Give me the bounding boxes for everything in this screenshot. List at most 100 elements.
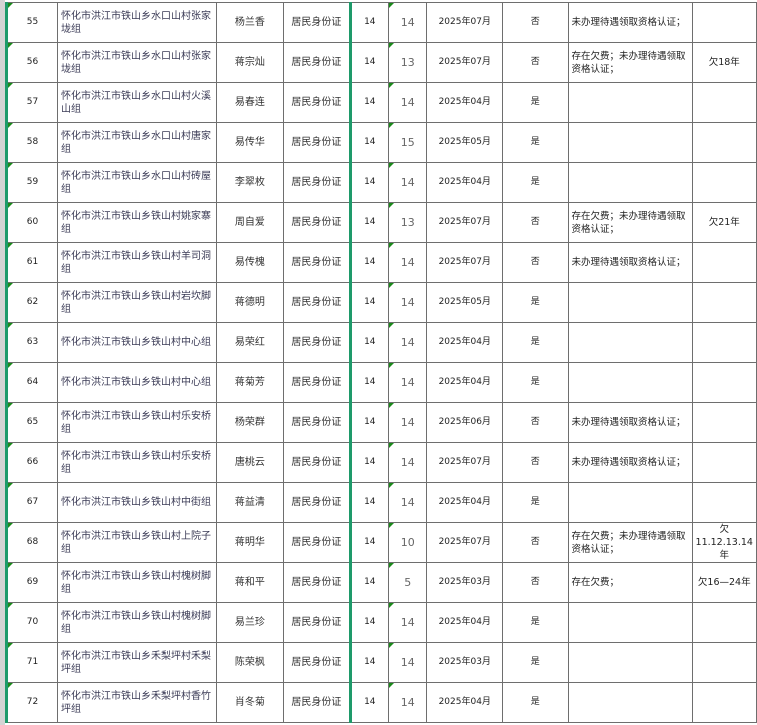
- cell-count[interactable]: 14: [348, 682, 390, 723]
- cell-value[interactable]: 15: [387, 122, 428, 163]
- cell-name[interactable]: 周自爱: [215, 202, 285, 243]
- cell-count[interactable]: 14: [348, 402, 390, 443]
- cell-index[interactable]: 71: [4, 642, 59, 683]
- cell-address[interactable]: 怀化市洪江市铁山乡水口山村火溪山组: [57, 82, 217, 123]
- cell-index[interactable]: 66: [4, 442, 59, 483]
- cell-count[interactable]: 14: [348, 642, 390, 683]
- cell-index[interactable]: 55: [4, 2, 59, 43]
- cell-count[interactable]: 14: [348, 482, 390, 523]
- cell-count[interactable]: 14: [348, 162, 390, 203]
- cell-count[interactable]: 14: [348, 442, 390, 483]
- cell-date[interactable]: 2025年04月: [426, 82, 504, 123]
- cell-status[interactable]: 否: [502, 202, 569, 243]
- cell-index[interactable]: 59: [4, 162, 59, 203]
- cell-date[interactable]: 2025年07月: [426, 42, 504, 83]
- cell-note[interactable]: 欠21年: [691, 202, 757, 243]
- cell-value[interactable]: 13: [387, 42, 428, 83]
- cell-address[interactable]: 怀化市洪江市铁山乡水口山村砖屋组: [57, 162, 217, 203]
- cell-name[interactable]: 易兰珍: [215, 602, 285, 643]
- cell-note[interactable]: [691, 482, 757, 523]
- cell-date[interactable]: 2025年04月: [426, 482, 504, 523]
- cell-remark[interactable]: [567, 122, 693, 163]
- cell-date[interactable]: 2025年06月: [426, 402, 504, 443]
- cell-id-type[interactable]: 居民身份证: [283, 2, 351, 43]
- cell-status[interactable]: 否: [502, 2, 569, 43]
- cell-value[interactable]: 14: [387, 602, 428, 643]
- cell-value[interactable]: 5: [387, 562, 428, 603]
- cell-remark[interactable]: 存在欠费；未办理待遇领取资格认证；: [567, 522, 693, 563]
- cell-remark[interactable]: [567, 682, 693, 723]
- cell-name[interactable]: 蒋德明: [215, 282, 285, 323]
- cell-value[interactable]: 14: [387, 442, 428, 483]
- cell-index[interactable]: 65: [4, 402, 59, 443]
- cell-id-type[interactable]: 居民身份证: [283, 402, 351, 443]
- cell-note[interactable]: 欠16—24年: [691, 562, 757, 603]
- cell-count[interactable]: 14: [348, 202, 390, 243]
- cell-id-type[interactable]: 居民身份证: [283, 242, 351, 283]
- cell-status[interactable]: 否: [502, 442, 569, 483]
- cell-note[interactable]: [691, 162, 757, 203]
- cell-status[interactable]: 是: [502, 642, 569, 683]
- cell-date[interactable]: 2025年04月: [426, 322, 504, 363]
- cell-name[interactable]: 易荣红: [215, 322, 285, 363]
- cell-name[interactable]: 易传槐: [215, 242, 285, 283]
- cell-index[interactable]: 67: [4, 482, 59, 523]
- cell-address[interactable]: 怀化市洪江市铁山乡水口山村张家垅组: [57, 42, 217, 83]
- cell-id-type[interactable]: 居民身份证: [283, 682, 351, 723]
- cell-value[interactable]: 14: [387, 402, 428, 443]
- cell-id-type[interactable]: 居民身份证: [283, 642, 351, 683]
- cell-count[interactable]: 14: [348, 122, 390, 163]
- cell-value[interactable]: 14: [387, 82, 428, 123]
- cell-name[interactable]: 杨兰香: [215, 2, 285, 43]
- cell-value[interactable]: 14: [387, 642, 428, 683]
- cell-index[interactable]: 56: [4, 42, 59, 83]
- cell-date[interactable]: 2025年04月: [426, 682, 504, 723]
- cell-count[interactable]: 14: [348, 282, 390, 323]
- cell-count[interactable]: 14: [348, 242, 390, 283]
- cell-address[interactable]: 怀化市洪江市铁山乡铁山村中街组: [57, 482, 217, 523]
- cell-remark[interactable]: 存在欠费；未办理待遇领取资格认证；: [567, 42, 693, 83]
- cell-name[interactable]: 肖冬菊: [215, 682, 285, 723]
- cell-count[interactable]: 14: [348, 522, 390, 563]
- cell-index[interactable]: 62: [4, 282, 59, 323]
- cell-remark[interactable]: 未办理待遇领取资格认证；: [567, 242, 693, 283]
- cell-name[interactable]: 蒋菊芳: [215, 362, 285, 403]
- cell-name[interactable]: 李翠枚: [215, 162, 285, 203]
- cell-status[interactable]: 是: [502, 122, 569, 163]
- cell-note[interactable]: [691, 442, 757, 483]
- cell-count[interactable]: 14: [348, 82, 390, 123]
- cell-address[interactable]: 怀化市洪江市铁山乡铁山村岩坎脚组: [57, 282, 217, 323]
- cell-address[interactable]: 怀化市洪江市铁山乡禾梨坪村香竹坪组: [57, 682, 217, 723]
- cell-address[interactable]: 怀化市洪江市铁山乡铁山村上院子组: [57, 522, 217, 563]
- cell-status[interactable]: 是: [502, 162, 569, 203]
- cell-date[interactable]: 2025年07月: [426, 522, 504, 563]
- cell-date[interactable]: 2025年04月: [426, 602, 504, 643]
- cell-count[interactable]: 14: [348, 322, 390, 363]
- cell-note[interactable]: [691, 2, 757, 43]
- cell-value[interactable]: 14: [387, 162, 428, 203]
- cell-status[interactable]: 是: [502, 322, 569, 363]
- cell-id-type[interactable]: 居民身份证: [283, 122, 351, 163]
- cell-date[interactable]: 2025年05月: [426, 122, 504, 163]
- cell-count[interactable]: 14: [348, 2, 390, 43]
- cell-note[interactable]: [691, 402, 757, 443]
- cell-address[interactable]: 怀化市洪江市铁山乡铁山村槐树脚组: [57, 562, 217, 603]
- cell-id-type[interactable]: 居民身份证: [283, 482, 351, 523]
- cell-note[interactable]: 欠18年: [691, 42, 757, 83]
- cell-note[interactable]: [691, 602, 757, 643]
- cell-date[interactable]: 2025年07月: [426, 442, 504, 483]
- cell-index[interactable]: 70: [4, 602, 59, 643]
- cell-name[interactable]: 易春连: [215, 82, 285, 123]
- cell-remark[interactable]: 未办理待遇领取资格认证；: [567, 442, 693, 483]
- cell-note[interactable]: [691, 242, 757, 283]
- cell-note[interactable]: [691, 362, 757, 403]
- cell-index[interactable]: 72: [4, 682, 59, 723]
- cell-status[interactable]: 是: [502, 602, 569, 643]
- cell-note[interactable]: [691, 122, 757, 163]
- cell-address[interactable]: 怀化市洪江市铁山乡铁山村乐安桥组: [57, 402, 217, 443]
- cell-name[interactable]: 蒋益清: [215, 482, 285, 523]
- cell-value[interactable]: 10: [387, 522, 428, 563]
- cell-status[interactable]: 否: [502, 522, 569, 563]
- cell-id-type[interactable]: 居民身份证: [283, 442, 351, 483]
- cell-remark[interactable]: [567, 482, 693, 523]
